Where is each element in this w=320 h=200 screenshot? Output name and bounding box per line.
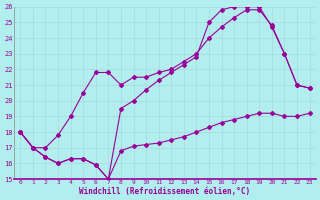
X-axis label: Windchill (Refroidissement éolien,°C): Windchill (Refroidissement éolien,°C) bbox=[79, 187, 251, 196]
